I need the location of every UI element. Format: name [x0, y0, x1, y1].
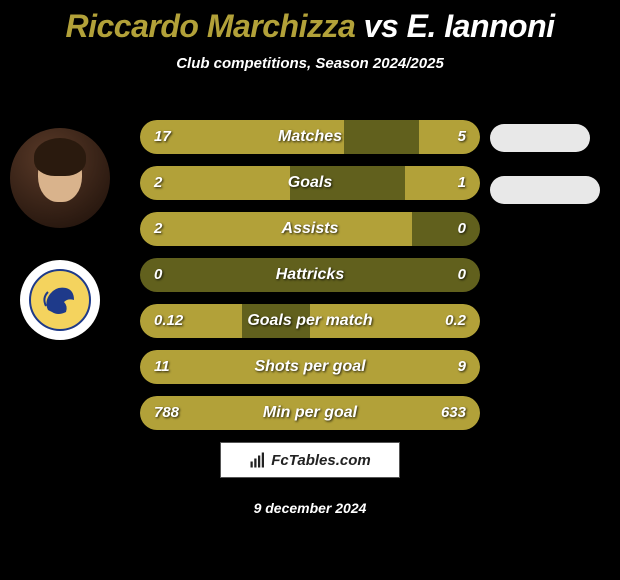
stat-row: 00Hattricks — [140, 258, 480, 292]
stat-label: Hattricks — [140, 258, 480, 292]
player2-placeholder-pill-2 — [490, 176, 600, 204]
player1-avatar — [10, 128, 110, 228]
stat-label: Min per goal — [140, 396, 480, 430]
branding-text: FcTables.com — [271, 452, 370, 469]
subtitle: Club competitions, Season 2024/2025 — [0, 55, 620, 72]
branding-box: FcTables.com — [220, 442, 400, 478]
stats-container: 175Matches 21Goals 20Assists 00Hattricks 0.1… — [140, 120, 480, 442]
player2-name: E. Iannoni — [407, 8, 555, 44]
stat-label: Matches — [140, 120, 480, 154]
stat-row: 21Goals — [140, 166, 480, 200]
stat-label: Goals per match — [140, 304, 480, 338]
player1-name: Riccardo Marchizza — [65, 8, 355, 44]
shield-icon — [28, 268, 92, 332]
stat-row: 788633Min per goal — [140, 396, 480, 430]
stat-label: Shots per goal — [140, 350, 480, 384]
vs-label: vs — [364, 8, 399, 44]
stat-row: 20Assists — [140, 212, 480, 246]
stat-label: Goals — [140, 166, 480, 200]
player2-placeholder-pill — [490, 124, 590, 152]
date-label: 9 december 2024 — [0, 500, 620, 516]
stat-row: 175Matches — [140, 120, 480, 154]
club-badge — [20, 260, 100, 340]
comparison-title: Riccardo Marchizza vs E. Iannoni — [0, 0, 620, 45]
chart-icon — [249, 451, 267, 469]
stat-row: 119Shots per goal — [140, 350, 480, 384]
stat-row: 0.120.2Goals per match — [140, 304, 480, 338]
stat-label: Assists — [140, 212, 480, 246]
